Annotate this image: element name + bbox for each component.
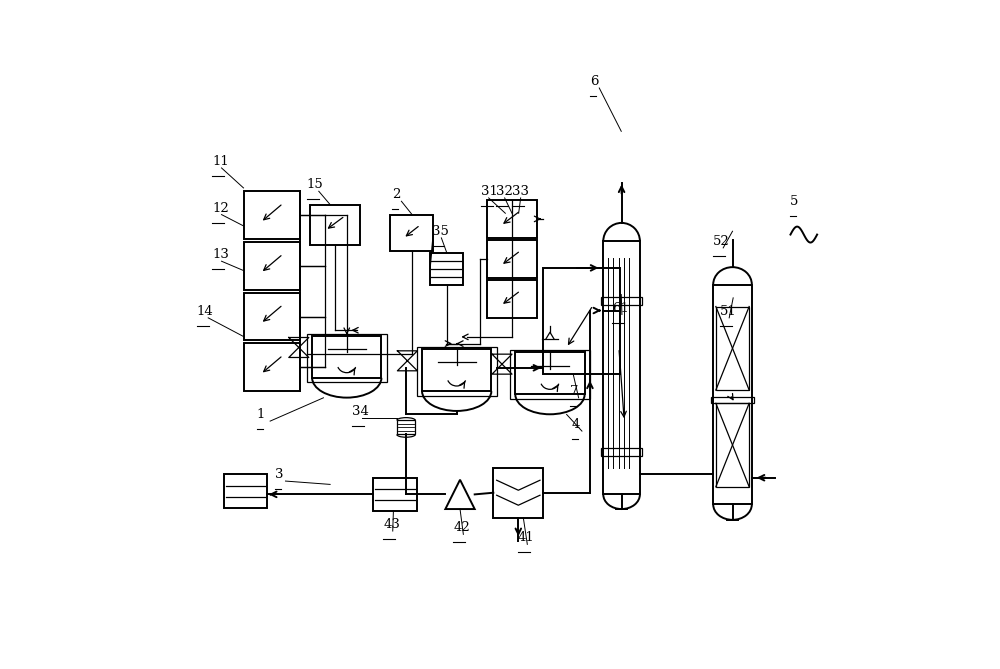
Text: 2: 2: [392, 188, 400, 201]
Bar: [244, 292, 300, 341]
Bar: [716, 306, 749, 390]
Bar: [711, 397, 754, 403]
Bar: [224, 474, 267, 508]
Bar: [487, 280, 537, 318]
Text: 14: 14: [197, 305, 214, 318]
Bar: [430, 253, 463, 284]
Text: 12: 12: [212, 201, 229, 215]
Text: 1: 1: [257, 408, 265, 421]
Bar: [417, 347, 497, 396]
Text: 15: 15: [307, 178, 324, 191]
Text: 3: 3: [275, 468, 283, 481]
Bar: [312, 336, 381, 378]
Text: 32: 32: [496, 185, 513, 198]
Bar: [390, 215, 433, 252]
Text: 7: 7: [570, 385, 578, 398]
Text: 31: 31: [481, 185, 498, 198]
Text: 13: 13: [212, 248, 229, 261]
Bar: [487, 240, 537, 278]
Text: 42: 42: [453, 521, 470, 535]
Bar: [543, 268, 620, 375]
Text: 34: 34: [352, 405, 369, 417]
Bar: [493, 468, 543, 518]
Text: 6: 6: [590, 75, 598, 88]
Text: 52: 52: [713, 235, 730, 248]
Text: 11: 11: [212, 155, 229, 168]
Bar: [373, 478, 417, 511]
Bar: [244, 242, 300, 290]
Bar: [310, 205, 360, 245]
Bar: [487, 200, 537, 238]
Bar: [244, 191, 300, 240]
Bar: [601, 448, 642, 456]
Bar: [307, 334, 387, 383]
Bar: [397, 420, 415, 434]
Bar: [422, 349, 491, 391]
Text: 5: 5: [790, 195, 798, 208]
Bar: [510, 350, 590, 399]
Text: 33: 33: [512, 185, 529, 198]
Text: 4: 4: [572, 418, 580, 431]
Bar: [603, 242, 640, 494]
Bar: [515, 353, 585, 395]
Bar: [713, 284, 752, 504]
Text: 61: 61: [612, 302, 629, 314]
Text: 51: 51: [720, 305, 737, 318]
Text: 43: 43: [383, 518, 400, 531]
Text: 41: 41: [518, 531, 535, 545]
Bar: [601, 296, 642, 304]
Bar: [244, 343, 300, 391]
Bar: [716, 403, 749, 487]
Text: 35: 35: [432, 225, 449, 238]
